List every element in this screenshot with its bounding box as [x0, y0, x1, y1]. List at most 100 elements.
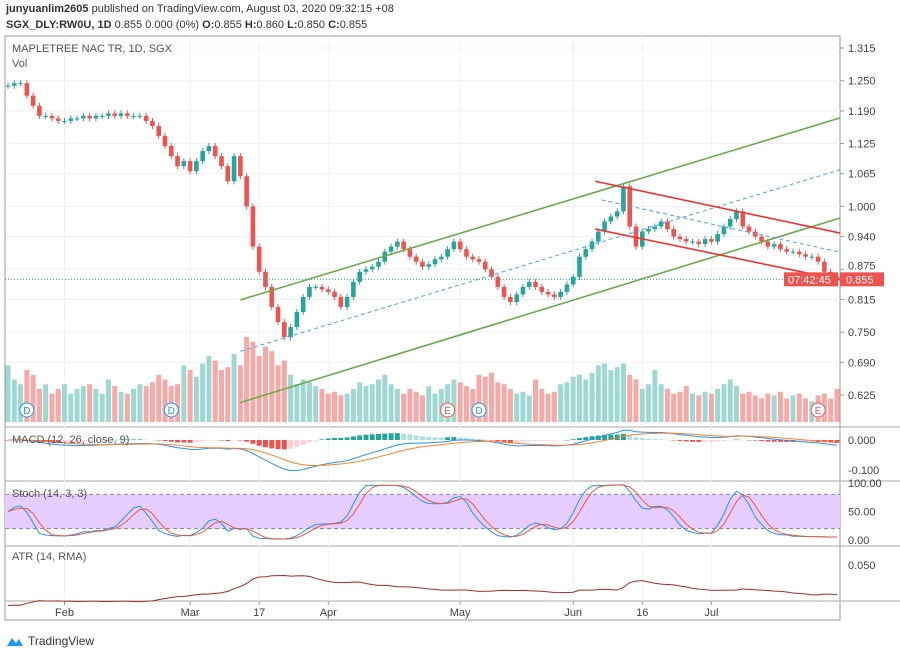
volume-bar — [344, 393, 350, 422]
macd-histogram-bar — [759, 440, 765, 442]
volume-bar — [55, 388, 61, 422]
candle-body — [18, 83, 23, 85]
candle-body — [746, 226, 752, 232]
volume-bar — [269, 351, 275, 422]
volume-bar — [250, 341, 256, 422]
volume-bar — [306, 382, 312, 422]
macd-histogram-bar — [401, 433, 407, 440]
time-label: Mar — [181, 607, 200, 619]
volume-bar — [5, 365, 11, 422]
volume-bar — [690, 393, 696, 422]
candle-body — [583, 249, 589, 257]
candle-body — [734, 211, 739, 219]
candle-body — [621, 186, 626, 212]
macd-histogram-bar — [256, 440, 262, 446]
macd-histogram-bar — [708, 440, 714, 442]
candle-body — [244, 176, 249, 207]
author-name[interactable]: junyuanlim2605 — [6, 3, 89, 15]
volume-bar — [570, 376, 576, 422]
candle-body — [332, 291, 337, 297]
candle-body — [219, 156, 224, 167]
trendline-red-mid — [601, 199, 841, 253]
candle-body — [118, 113, 124, 116]
volume-bar — [288, 374, 294, 422]
volume-bar — [746, 391, 752, 422]
event-label: E — [815, 406, 822, 417]
macd-histogram-bar — [545, 440, 551, 441]
candle-body — [319, 286, 325, 290]
volume-bar — [300, 379, 306, 422]
tradingview-logo[interactable]: TradingView — [6, 634, 94, 648]
volume-bar — [639, 388, 645, 422]
macd-histogram-bar — [187, 440, 193, 443]
candle-body — [464, 249, 469, 257]
candle-body — [250, 206, 256, 247]
tradingview-logo-icon — [7, 638, 23, 646]
macd-histogram-bar — [306, 440, 312, 443]
volume-bar — [539, 388, 545, 422]
candle-body — [263, 271, 268, 287]
macd-histogram-bar — [388, 433, 394, 440]
macd-histogram-bar — [419, 436, 425, 440]
candle-body — [432, 259, 438, 265]
macd-histogram-bar — [262, 440, 268, 448]
candle-body — [451, 241, 457, 250]
candle-body — [225, 166, 231, 182]
candle-body — [395, 241, 400, 247]
macd-histogram-bar — [470, 438, 476, 440]
candle-body — [796, 251, 802, 255]
candle-body — [539, 286, 545, 292]
candle-body — [55, 118, 61, 121]
candle-body — [325, 289, 331, 292]
volume-bar — [413, 391, 419, 422]
candle-body — [363, 269, 369, 272]
candle-body — [514, 294, 519, 302]
macd-histogram-bar — [294, 440, 300, 447]
trendline-red-upper — [595, 180, 841, 234]
candle-body — [696, 241, 702, 245]
volume-bar — [99, 393, 105, 422]
volume-bar — [771, 395, 777, 422]
time-label: Apr — [320, 607, 337, 619]
chart-canvas[interactable]: Feb Mar 17 Apr May Jun 16 Jul 1.315 1.250 1.190 1.1… — [0, 0, 900, 630]
macd-histogram-bar — [200, 440, 206, 442]
volume-bar — [275, 365, 281, 422]
volume-bar — [244, 337, 250, 422]
volume-bar — [526, 395, 532, 422]
volume-bar — [156, 374, 162, 422]
candle-body — [162, 136, 168, 147]
price-label: 0.750 — [848, 327, 876, 339]
macd-histogram-bar — [507, 440, 513, 443]
volume-bar — [93, 388, 99, 422]
macd-histogram-bar — [589, 436, 595, 440]
macd-histogram-bar — [87, 440, 93, 441]
last-price-badge — [840, 272, 884, 287]
volume-bar — [212, 360, 218, 422]
candle-body — [49, 115, 55, 119]
atr-axis-label: 0.050 — [848, 560, 876, 572]
volume-bar — [24, 370, 30, 422]
event-marker-dividend — [19, 402, 35, 418]
volume-bar — [752, 395, 758, 422]
atr-label: ATR (14, RMA) — [12, 551, 86, 563]
candle-body — [589, 241, 595, 250]
volume-bar — [294, 384, 300, 422]
volume-bar — [105, 379, 111, 422]
volume-bar — [495, 382, 501, 422]
candle-body — [93, 115, 99, 119]
volume-bar — [175, 384, 181, 422]
volume-bar — [451, 379, 457, 422]
macd-histogram-bar — [74, 440, 80, 442]
macd-histogram-bar — [105, 439, 111, 441]
volume-bar — [382, 374, 388, 422]
macd-histogram-bar — [696, 440, 702, 442]
price-label: 0.815 — [848, 294, 876, 306]
macd-histogram-bar — [137, 439, 143, 440]
macd-histogram-bar — [231, 440, 237, 441]
macd-histogram-bar — [99, 440, 105, 441]
macd-histogram-bar — [828, 440, 834, 443]
volume-bar — [193, 376, 199, 422]
candle-body — [727, 218, 733, 227]
volume-bar — [514, 393, 520, 422]
